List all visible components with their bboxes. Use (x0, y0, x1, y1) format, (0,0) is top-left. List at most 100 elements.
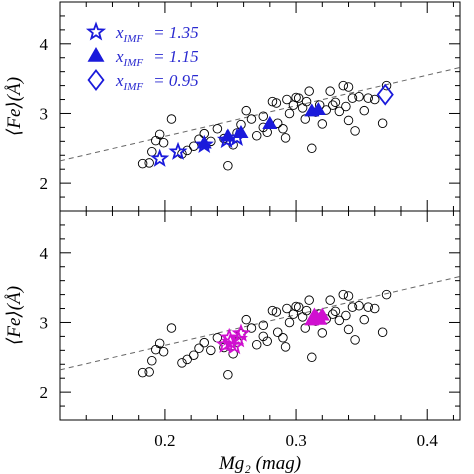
model-point-star (231, 323, 251, 342)
observed-point (223, 369, 233, 380)
model-series-triangle (304, 307, 330, 326)
observed-point (328, 100, 338, 110)
observed-point (304, 295, 314, 305)
observed-point (330, 97, 341, 108)
observed-point (154, 129, 165, 140)
x-tick-label: 0.3 (285, 431, 306, 450)
legend-entry: xIMF = 0.95 (87, 69, 199, 93)
y-tick-label: 4 (40, 244, 49, 263)
observed-point (347, 93, 358, 103)
observed-point (267, 305, 278, 316)
y-tick-label: 4 (40, 35, 49, 54)
y-tick-label: 3 (40, 104, 49, 123)
observed-point (300, 114, 310, 124)
legend-marker-diamond (87, 69, 105, 91)
observed-point (301, 305, 312, 316)
model-point-triangle (196, 135, 212, 149)
observed-point (284, 108, 295, 119)
observed-point (338, 289, 349, 300)
observed-point (334, 315, 345, 326)
observed-point (343, 115, 354, 126)
observed-point (280, 342, 291, 352)
observed-point (350, 126, 360, 136)
observed-point (177, 358, 187, 368)
observed-point (301, 96, 312, 107)
observed-point (223, 160, 233, 171)
model-point-diamond (376, 83, 394, 106)
observed-point (144, 158, 154, 168)
observed-point (272, 327, 283, 337)
observed-point (251, 131, 262, 141)
observed-point (199, 337, 210, 348)
model-point-star (150, 148, 170, 167)
model-point-star (219, 327, 239, 346)
observed-point (189, 350, 199, 360)
observed-point (354, 91, 364, 102)
legend-marker-star (85, 21, 107, 41)
observed-point (284, 317, 295, 328)
observed-point (241, 314, 251, 325)
top-panel: 2 3 4 ⟨Fe⟩(Å) (4, 1, 461, 212)
observed-point (271, 307, 282, 317)
model-point-triangle (262, 115, 278, 129)
observed-point (212, 124, 223, 134)
observed-point (182, 354, 192, 365)
legend-marker-triangle (87, 46, 105, 62)
observed-point (291, 301, 301, 312)
observed-point (370, 303, 380, 314)
observed-point (307, 352, 317, 363)
observed-point (354, 300, 364, 311)
y-tick-label: 2 (40, 174, 49, 193)
observed-point (144, 367, 154, 377)
observed-point (150, 135, 161, 146)
observed-point (377, 327, 388, 337)
observed-point (359, 105, 370, 116)
observed-point (381, 80, 392, 91)
legend-entry: xIMF = 1.35 (85, 21, 199, 45)
observed-point (363, 302, 373, 312)
model-point-star (168, 141, 188, 160)
fit-line (59, 66, 461, 162)
observed-point (262, 336, 272, 347)
observed-point (241, 105, 251, 116)
legend-entry: xIMF = 1.15 (87, 46, 199, 69)
observed-point (267, 96, 278, 107)
observed-point (370, 94, 380, 105)
observed-point (330, 306, 341, 317)
observed-point (300, 323, 310, 333)
observed-point (271, 98, 282, 108)
observed-point (363, 93, 373, 103)
observed-point (251, 340, 262, 350)
observed-point (343, 291, 354, 301)
observed-point (282, 94, 292, 105)
observed-point (246, 114, 257, 124)
observed-point (350, 335, 360, 345)
legend-label: xIMF = 0.95 (115, 71, 199, 93)
x-tick-label: 0.2 (154, 431, 175, 450)
observed-point (282, 303, 292, 314)
observed-point (147, 147, 157, 157)
x-tick-labels: 0.2 0.3 0.4 (154, 431, 438, 450)
fit-line (59, 275, 461, 371)
model-point-triangle (233, 124, 249, 139)
observed-point (258, 111, 269, 122)
y-tick-label: 2 (40, 383, 49, 402)
observed-point (377, 118, 388, 128)
plot-frame (59, 210, 461, 421)
observed-point (325, 86, 335, 96)
observed-point (304, 86, 314, 96)
y-axis-title: ⟨Fe⟩(Å) (4, 286, 25, 345)
observed-point (158, 346, 169, 357)
observed-point (307, 143, 317, 154)
observed-point (325, 295, 335, 305)
observed-point (137, 367, 148, 378)
observed-point (194, 343, 204, 353)
observed-points (137, 289, 392, 380)
model-point-triangle (220, 128, 236, 142)
observed-point (206, 345, 216, 356)
observed-point (343, 324, 354, 335)
observed-point (317, 119, 328, 129)
x-axis-title: Mg₂ (mag) (218, 453, 301, 474)
